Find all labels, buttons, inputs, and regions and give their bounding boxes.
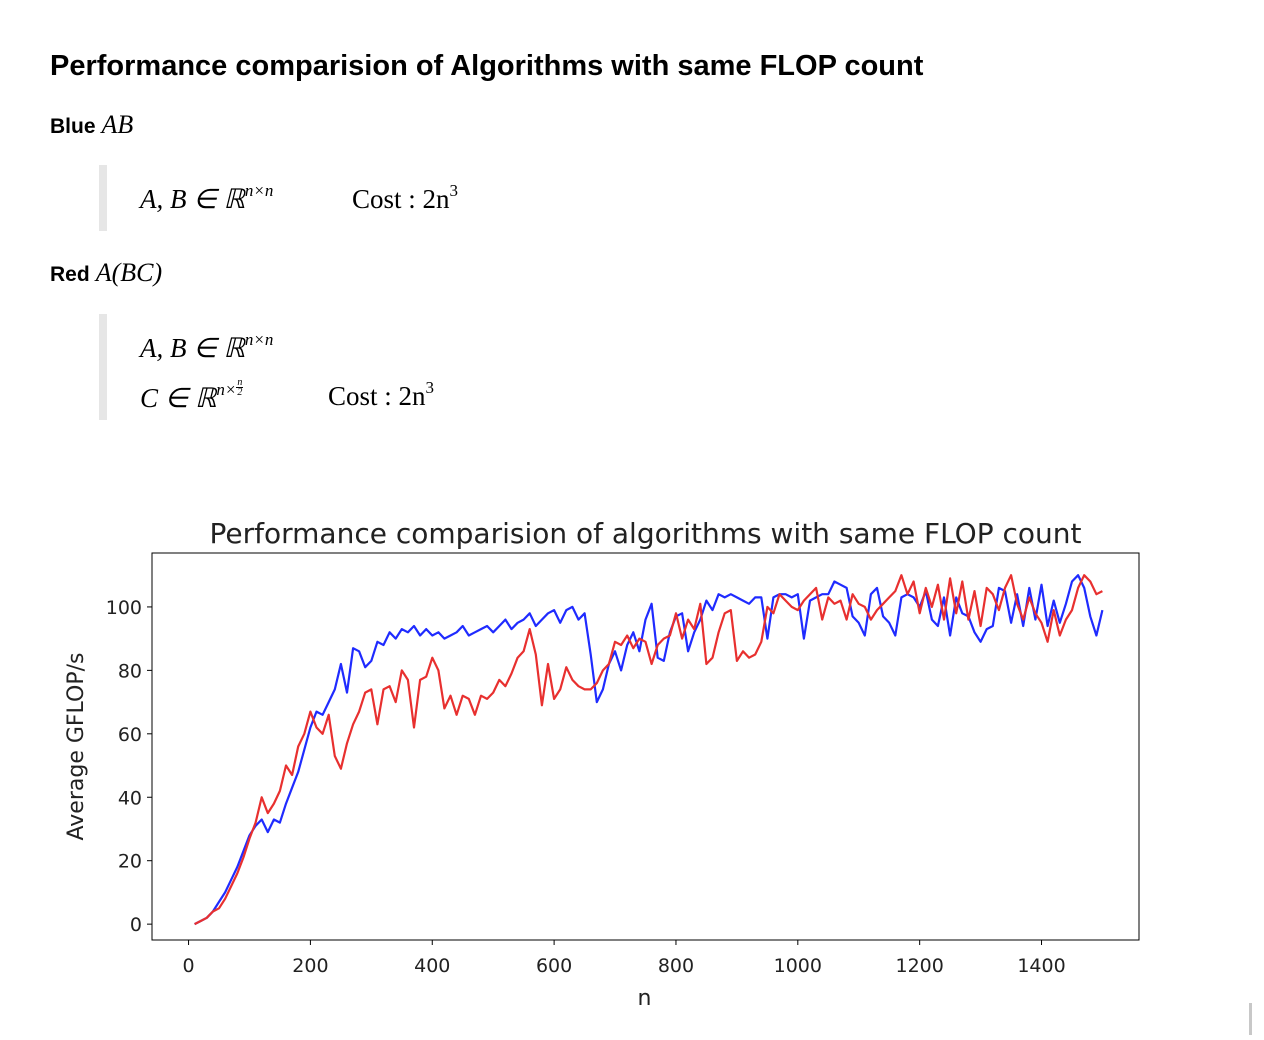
x-tick-label: 800 <box>658 955 694 977</box>
red-matrix-dims-c-sup: n× <box>216 380 237 399</box>
red-blockquote-bar <box>99 314 107 420</box>
x-tick-label: 1400 <box>1017 955 1065 977</box>
red-cost: Cost : 2n3 <box>328 378 434 412</box>
x-tick-label: 400 <box>414 955 450 977</box>
y-tick-label: 100 <box>106 597 142 619</box>
red-expression-paren: (BC) <box>111 258 163 287</box>
red-fraction-num: n <box>236 377 244 388</box>
blue-cost-base: Cost : 2n <box>352 184 450 214</box>
x-axis-label: n <box>638 986 652 1011</box>
chart-title: Performance comparision of algorithms wi… <box>210 517 1082 550</box>
y-tick-label: 60 <box>118 724 142 746</box>
y-tick-label: 20 <box>118 851 142 873</box>
blue-cost-sup: 3 <box>449 181 459 200</box>
y-tick-label: 80 <box>118 660 142 682</box>
red-section-heading: Red A(BC) <box>50 258 162 288</box>
blue-matrix-dims-base: A, B ∈ ℝ <box>140 184 245 214</box>
page-title: Performance comparision of Algorithms wi… <box>50 50 924 82</box>
series-line-blue <box>194 574 1104 926</box>
red-cost-sup: 3 <box>425 378 435 397</box>
y-tick-label: 0 <box>130 914 142 936</box>
red-label: Red <box>50 263 90 286</box>
blue-blockquote-bar <box>99 165 107 231</box>
blue-section-heading: Blue AB <box>50 110 133 140</box>
x-tick-label: 0 <box>183 955 195 977</box>
blue-matrix-dims-sup: n×n <box>244 181 274 200</box>
y-tick-label: 40 <box>118 787 142 809</box>
x-tick-label: 1000 <box>774 955 822 977</box>
plot-frame <box>151 552 1140 941</box>
red-matrix-dims-ab-base: A, B ∈ ℝ <box>140 333 245 363</box>
series-line-red <box>194 574 1103 926</box>
red-matrix-dims-ab: A, B ∈ ℝn×n <box>140 330 273 364</box>
blue-cost: Cost : 2n3 <box>352 181 458 215</box>
text-cursor <box>1249 1003 1252 1035</box>
blue-matrix-dims: A, B ∈ ℝn×n <box>140 181 273 215</box>
red-fraction-den: 2 <box>237 387 243 398</box>
x-tick-label: 200 <box>292 955 328 977</box>
red-matrix-dims-c-base: C ∈ ℝ <box>140 383 217 413</box>
x-tick-label: 1200 <box>895 955 943 977</box>
red-cost-base: Cost : 2n <box>328 381 426 411</box>
red-matrix-dims-ab-sup: n×n <box>244 330 274 349</box>
y-axis-label: Average GFLOP/s <box>64 653 89 841</box>
red-matrix-dims-c: C ∈ ℝn× n 2 <box>140 377 244 414</box>
blue-label: Blue <box>50 115 96 138</box>
red-expression-a: A <box>95 258 112 287</box>
x-tick-label: 600 <box>536 955 572 977</box>
blue-expression: AB <box>101 110 134 139</box>
